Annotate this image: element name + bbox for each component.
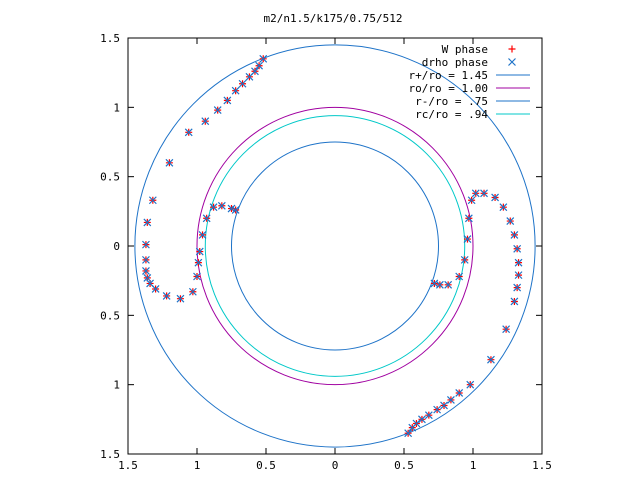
drho-phase-point <box>231 206 240 214</box>
legend-label: r+/ro = 1.45 <box>409 69 488 82</box>
drho-phase-point <box>506 217 515 225</box>
drho-phase-point <box>148 196 157 205</box>
drho-phase-point <box>418 415 426 424</box>
drho-phase-point <box>227 204 236 213</box>
drho-phase-point <box>195 247 204 256</box>
reference-circle <box>204 115 466 377</box>
drho-phase-point <box>404 429 413 438</box>
drho-phase-point <box>142 240 150 249</box>
drho-phase-point <box>464 214 473 223</box>
x-tick-label: 0.5 <box>256 459 276 472</box>
drho-phase-point <box>188 287 197 296</box>
drho-phase-point <box>510 297 519 306</box>
x-tick-label: 1.5 <box>532 459 552 472</box>
drho-phase-point <box>513 244 522 253</box>
legend-label: r-/ro = .75 <box>415 95 488 108</box>
drho-phase-point <box>202 214 211 223</box>
data-points <box>142 54 523 438</box>
drho-phase-point <box>463 235 472 243</box>
legend-marker-swatch <box>508 58 516 66</box>
drho-phase-point <box>513 283 522 292</box>
drho-phase-point <box>259 54 268 63</box>
reference-circle <box>196 106 474 386</box>
legend-marker-swatch <box>508 45 516 53</box>
y-tick-label: 0.5 <box>100 309 120 322</box>
y-tick-label: 0.5 <box>100 171 120 184</box>
reference-circle <box>231 141 439 351</box>
legend-label: ro/ro = 1.00 <box>409 82 488 95</box>
drho-phase-point <box>466 380 475 389</box>
drho-phase-point <box>444 280 453 289</box>
drho-phase-point <box>184 128 193 137</box>
drho-phase-point <box>209 203 218 212</box>
x-tick-label: 0.5 <box>394 459 414 472</box>
y-tick-label: 1.5 <box>100 32 120 45</box>
drho-phase-point <box>165 158 174 167</box>
chart-title: m2/n1.5/k175/0.75/512 <box>263 12 402 25</box>
x-tick-label: 0 <box>332 459 339 472</box>
drho-phase-point <box>408 423 417 432</box>
drho-phase-point <box>514 271 523 280</box>
x-tick-label: 1 <box>194 459 201 472</box>
drho-phase-point <box>510 230 519 239</box>
y-tick-label: 1.5 <box>100 448 120 461</box>
drho-phase-point <box>514 258 523 267</box>
drho-phase-point <box>162 291 171 300</box>
legend-label: drho phase <box>422 56 488 69</box>
y-tick-label: 1 <box>113 101 120 114</box>
y-tick-label: 0 <box>113 240 120 253</box>
drho-phase-point <box>455 272 464 281</box>
drho-phase-point <box>194 258 203 267</box>
drho-phase-point <box>499 203 508 212</box>
drho-phase-point <box>455 389 464 397</box>
drho-phase-point <box>487 355 495 364</box>
drho-phase-point <box>176 294 185 303</box>
drho-phase-point <box>142 255 150 264</box>
drho-phase-point <box>480 189 488 198</box>
drho-phase-point <box>245 72 254 81</box>
drho-phase-point <box>467 196 476 205</box>
drho-phase-point <box>142 267 150 275</box>
drho-phase-point <box>502 325 511 334</box>
axis-ticks: 1.5 1 0.5 0 0.5 1 1.51.510.500.511.5 <box>100 32 552 472</box>
drho-phase-point <box>491 193 500 202</box>
drho-phase-point <box>213 106 222 115</box>
drho-phase-point <box>201 117 210 126</box>
drho-phase-point <box>238 79 247 88</box>
legend-label: W phase <box>442 43 488 56</box>
drho-phase-point <box>435 280 444 289</box>
legend-label: rc/ro = .94 <box>415 108 488 121</box>
reference-circles <box>134 44 536 448</box>
drho-phase-point <box>460 255 469 264</box>
drho-phase-point <box>255 61 264 70</box>
y-tick-label: 1 <box>113 379 120 392</box>
drho-phase-point <box>440 401 448 410</box>
drho-phase-point <box>143 218 152 227</box>
drho-phase-point <box>223 96 232 105</box>
drho-phase-point <box>231 86 240 95</box>
x-tick-label: 1.5 <box>118 459 138 472</box>
drho-phase-point <box>424 411 433 420</box>
x-tick-label: 1 <box>470 459 477 472</box>
drho-phase-point <box>217 201 226 210</box>
drho-phase-point <box>143 273 152 282</box>
drho-phase-point <box>471 189 480 198</box>
drho-phase-point <box>193 272 201 281</box>
reference-circle <box>134 44 536 448</box>
drho-phase-point <box>433 405 442 414</box>
drho-phase-point <box>446 395 455 404</box>
drho-phase-point <box>198 230 207 239</box>
drho-phase-point <box>151 285 160 293</box>
